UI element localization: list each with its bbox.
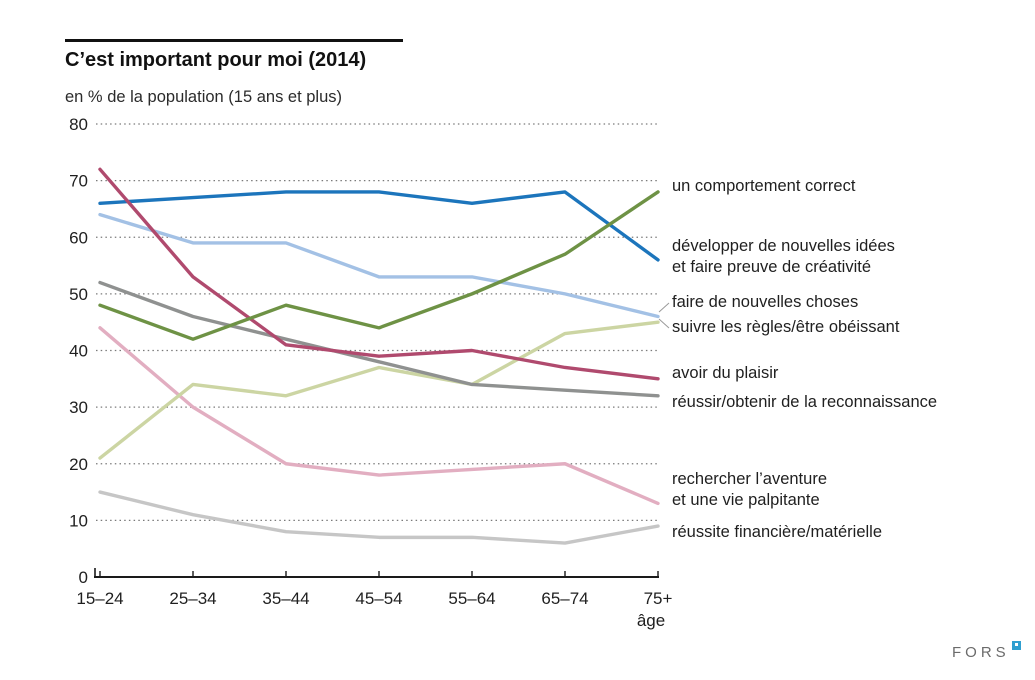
fors-logo-text: FORS <box>952 644 1010 661</box>
series-line-4 <box>98 167 660 381</box>
x-axis-label: 45–54 <box>355 589 402 608</box>
fors-logo-square-icon <box>1011 641 1021 650</box>
y-axis-label-50: 50 <box>69 285 88 304</box>
legend-connectors <box>658 302 670 329</box>
title-rule <box>65 39 403 42</box>
y-axis-label-20: 20 <box>69 455 88 474</box>
x-axis-label: 55–64 <box>448 589 495 608</box>
legend-label-developper-idees: développer de nouvelles idées et faire p… <box>672 237 895 276</box>
y-axis-label-40: 40 <box>69 342 88 361</box>
series-line-3 <box>98 320 660 460</box>
chart-title: C’est important pour moi (2014) <box>65 49 367 71</box>
chart-subtitle: en % de la population (15 ans et plus) <box>65 88 343 106</box>
series-line-5 <box>98 280 660 398</box>
y-axis-label-80: 80 <box>69 115 88 134</box>
y-axis-label-70: 70 <box>69 172 88 191</box>
legend-label-reussir-reconnaissance: réussir/obtenir de la reconnaissance <box>672 393 938 411</box>
legend-label-avoir-du-plaisir: avoir du plaisir <box>672 364 779 382</box>
x-axis-label: 65–74 <box>541 589 588 608</box>
x-axis-label: 25–34 <box>169 589 216 608</box>
series-line-1 <box>98 190 660 262</box>
x-axis-title: âge <box>637 611 665 630</box>
fors-logo: FORS <box>952 641 1021 661</box>
y-axis-label-30: 30 <box>69 398 88 417</box>
legend-label-suivre-les-regles: suivre les règles/être obéissant <box>672 318 900 336</box>
legend-label-faire-nouvelles-choses: faire de nouvelles choses <box>672 293 859 311</box>
label-connector-top <box>658 302 670 313</box>
label-connector-bottom <box>658 318 670 329</box>
y-axis-label-0: 0 <box>79 568 88 587</box>
series-layer <box>98 167 660 545</box>
series-line-2 <box>98 212 660 319</box>
series-line-0 <box>98 190 660 341</box>
x-axis-label: 15–24 <box>76 589 123 608</box>
axis-layer: 0 10 20 30 40 50 60 70 80 15–24 25–34 35–44 45–54 55–… <box>69 115 672 630</box>
y-axis-label-10: 10 <box>69 511 88 530</box>
y-axis-label-60: 60 <box>69 228 88 247</box>
series-line-6 <box>98 326 660 506</box>
legend-label-rechercher-aventure: rechercher l’aventure et une vie palpita… <box>672 470 827 509</box>
legend-label-reussite-financiere: réussite financière/matérielle <box>672 523 883 541</box>
series-line-7 <box>98 490 660 545</box>
x-axis-label: 75+ <box>644 589 673 608</box>
grid-layer <box>96 123 658 522</box>
x-axis-label: 35–44 <box>262 589 309 608</box>
legend-label-comportement-correct: un comportement correct <box>672 177 856 195</box>
